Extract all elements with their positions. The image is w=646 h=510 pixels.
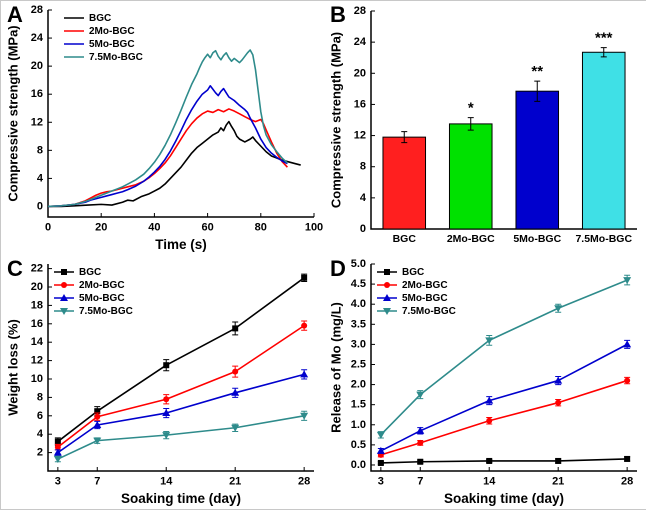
panel-a-label: A bbox=[7, 2, 23, 27]
panel-c: C bbox=[1, 255, 324, 509]
panel-b: B bbox=[324, 1, 646, 255]
panel-a: A bbox=[1, 1, 324, 255]
panel-d-label: D bbox=[330, 256, 346, 281]
panel-d: D bbox=[324, 255, 646, 509]
panel-c-chart bbox=[1, 255, 324, 509]
panel-b-label: B bbox=[330, 2, 346, 27]
panel-a-chart bbox=[1, 1, 324, 255]
panel-d-chart bbox=[324, 255, 646, 509]
panel-b-chart bbox=[324, 1, 646, 255]
panel-c-label: C bbox=[7, 256, 23, 281]
